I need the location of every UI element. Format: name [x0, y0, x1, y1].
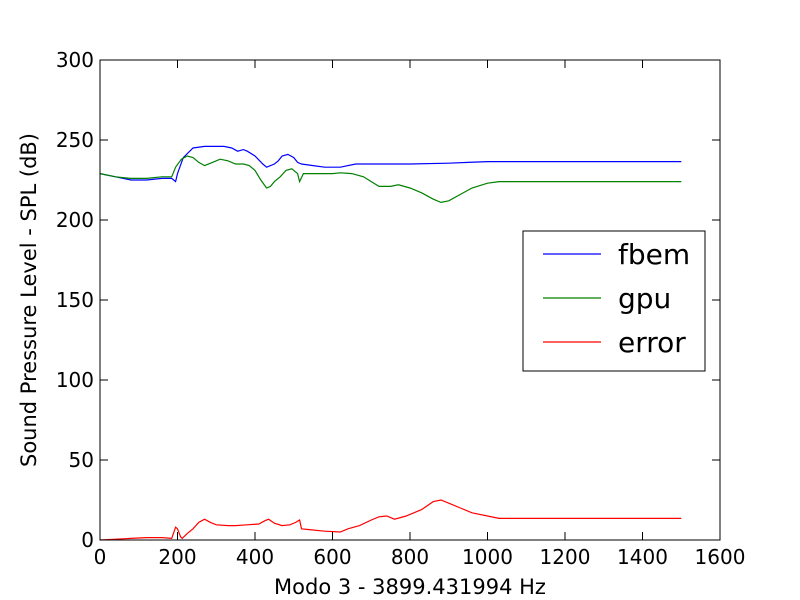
legend: fbem gpu error: [522, 230, 706, 372]
x-tick-label: 600: [313, 545, 351, 569]
series-line-error: [99, 499, 682, 541]
y-tick-label: 250: [56, 128, 94, 152]
x-tick-label: 400: [236, 545, 274, 569]
x-tick-label: 1200: [540, 545, 591, 569]
y-tick-label: 100: [56, 368, 94, 392]
legend-label-gpu: gpu: [618, 282, 671, 315]
y-tick-label: 150: [56, 288, 94, 312]
x-tick-label: 1400: [617, 545, 668, 569]
series-line-fbem: [99, 145, 682, 183]
legend-label-error: error: [618, 326, 686, 359]
y-tick-label: 0: [81, 528, 94, 552]
series-line-gpu: [99, 155, 682, 204]
legend-label-fbem: fbem: [618, 238, 690, 271]
y-tick-label: 300: [56, 48, 94, 72]
x-tick-label: 0: [94, 545, 107, 569]
y-tick-label: 50: [69, 448, 94, 472]
y-axis-label: Sound Pressure Level - SPL (dB): [17, 133, 41, 467]
x-tick-label: 200: [158, 545, 196, 569]
x-axis-label: Modo 3 - 3899.431994 Hz: [274, 575, 546, 599]
y-tick-label: 200: [56, 208, 94, 232]
x-tick-label: 1000: [462, 545, 513, 569]
axis-ticks: 0 200 400 600 800 1000 1200 1400 1600 0 50 100 150 20…: [56, 48, 746, 569]
x-tick-label: 800: [391, 545, 429, 569]
series-lines: [99, 145, 682, 541]
x-tick-label: 1600: [695, 545, 746, 569]
